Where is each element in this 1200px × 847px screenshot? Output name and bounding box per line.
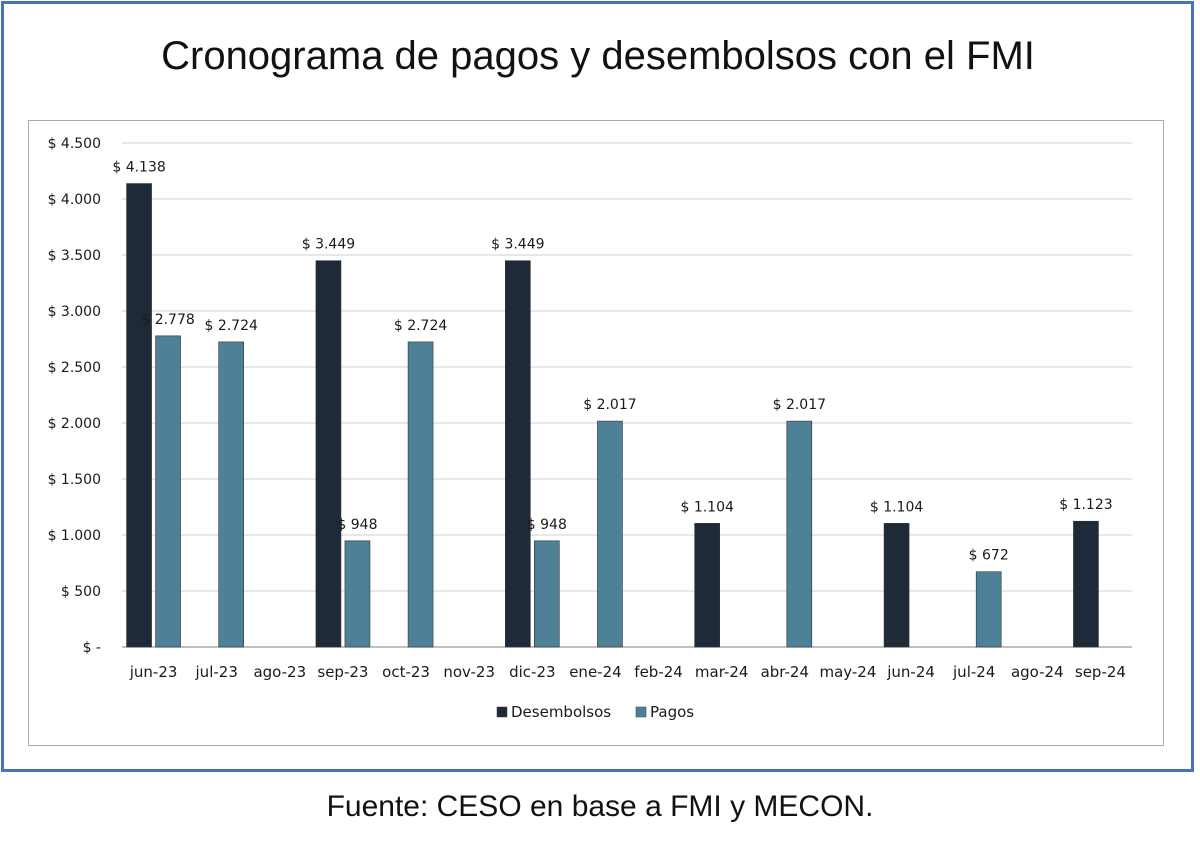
x-tick-label: jun-24	[886, 663, 935, 681]
data-label: $ 1.104	[870, 499, 924, 515]
data-label: $ 3.449	[302, 237, 355, 253]
y-tick-label: $ 3.500	[48, 248, 101, 264]
y-tick-label: $ 3.000	[48, 304, 101, 320]
y-tick-label: $ 2.500	[48, 360, 101, 376]
plot-panel	[28, 120, 1164, 746]
data-label: $ 672	[969, 548, 1009, 564]
data-label: $ 1.123	[1059, 497, 1112, 513]
data-label: $ 2.017	[583, 397, 636, 413]
bar-pagos	[218, 341, 244, 648]
data-label: $ 2.724	[394, 318, 448, 334]
x-tick-label: nov-23	[443, 663, 495, 681]
bar-pagos	[534, 540, 560, 648]
y-tick-label: $ 4.500	[48, 136, 101, 152]
x-tick-label: ago-23	[253, 663, 306, 681]
y-tick-label: $ 2.000	[48, 416, 101, 432]
bar-desembolsos	[126, 183, 152, 648]
legend-label-pagos: Pagos	[650, 703, 694, 721]
data-label: $ 948	[337, 517, 377, 533]
bar-pagos	[407, 341, 434, 648]
bar-pagos	[344, 540, 371, 648]
legend-swatch-pagos	[635, 706, 647, 718]
bar-desembolsos	[1073, 520, 1099, 648]
x-tick-label: jul-24	[952, 663, 995, 681]
x-tick-label: ago-24	[1011, 663, 1064, 681]
data-label: $ 4.138	[112, 160, 165, 176]
data-label: $ 948	[527, 517, 567, 533]
data-label: $ 2.778	[141, 312, 194, 328]
x-tick-label: ene-24	[569, 663, 621, 681]
source-note: Fuente: CESO en base a FMI y MECON.	[326, 790, 874, 823]
x-tick-label: mar-24	[695, 663, 749, 681]
y-tick-label: $ 1.000	[48, 528, 101, 544]
chart-frame: Cronograma de pagos y desembolsos con el…	[1, 1, 1194, 772]
x-tick-label: abr-24	[761, 663, 809, 681]
x-tick-label: oct-23	[382, 663, 430, 681]
x-tick-label: sep-23	[317, 663, 368, 681]
bar-desembolsos	[315, 260, 342, 648]
x-tick-label: feb-24	[634, 663, 683, 681]
x-tick-label: jul-23	[195, 663, 238, 681]
data-label: $ 3.449	[491, 237, 544, 253]
y-tick-label: $ 4.000	[48, 192, 101, 208]
bar-desembolsos	[505, 260, 531, 648]
bar-desembolsos	[694, 523, 720, 648]
y-tick-label: $ 1.500	[48, 472, 101, 488]
legend-label-desembolsos: Desembolsos	[511, 703, 611, 721]
data-label: $ 2.724	[204, 318, 258, 334]
x-tick-label: sep-24	[1075, 663, 1126, 681]
data-label: $ 2.017	[773, 397, 826, 413]
y-tick-label: $ 500	[61, 584, 101, 600]
legend-swatch-desembolsos	[496, 706, 508, 718]
bar-pagos	[975, 571, 1002, 648]
x-tick-label: dic-23	[509, 663, 555, 681]
x-tick-label: may-24	[819, 663, 876, 681]
bar-pagos	[786, 420, 813, 648]
data-label: $ 1.104	[680, 499, 734, 515]
chart-title: Cronograma de pagos y desembolsos con el…	[161, 34, 1035, 78]
bar-desembolsos	[883, 523, 910, 648]
x-tick-label: jun-23	[129, 663, 178, 681]
bar-pagos	[597, 420, 623, 648]
y-tick-label: $ -	[83, 640, 101, 656]
bar-pagos	[155, 335, 181, 648]
